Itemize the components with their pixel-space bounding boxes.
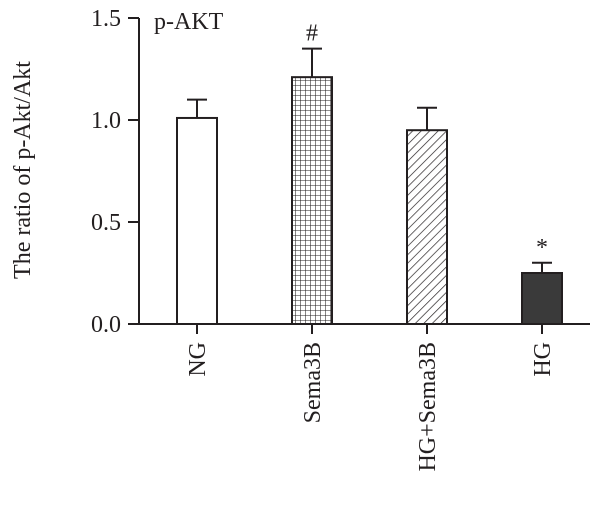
- y-tick-label: 0.5: [91, 210, 121, 236]
- significance-marker: #: [306, 21, 318, 47]
- x-ticks: NG Sema3B HG+Sema3B HG: [185, 324, 556, 472]
- bars: #*: [176, 21, 563, 325]
- y-tick-label: 1.0: [91, 108, 121, 134]
- bar-ng: [176, 116, 218, 325]
- x-tick-label: HG: [530, 342, 556, 377]
- bar-hg: [521, 272, 563, 325]
- y-tick-label: 0.0: [91, 312, 121, 338]
- y-tick-label: 1.5: [91, 6, 121, 32]
- y-axis: 0.0 0.5 1.0 1.5: [91, 6, 140, 338]
- x-tick-label: HG+Sema3B: [415, 342, 441, 472]
- significance-marker: *: [536, 235, 548, 261]
- bar-hg-sema3b: [406, 129, 448, 325]
- chart-title: p-AKT: [154, 9, 224, 35]
- x-axis: NG Sema3B HG+Sema3B HG: [138, 323, 590, 472]
- x-tick-label: NG: [185, 342, 211, 377]
- bar-sema3b: [291, 76, 333, 325]
- y-axis-label: The ratio of p-Akt/Akt: [10, 61, 36, 279]
- y-ticks: 0.0 0.5 1.0 1.5: [91, 6, 139, 338]
- x-tick-label: Sema3B: [300, 342, 326, 423]
